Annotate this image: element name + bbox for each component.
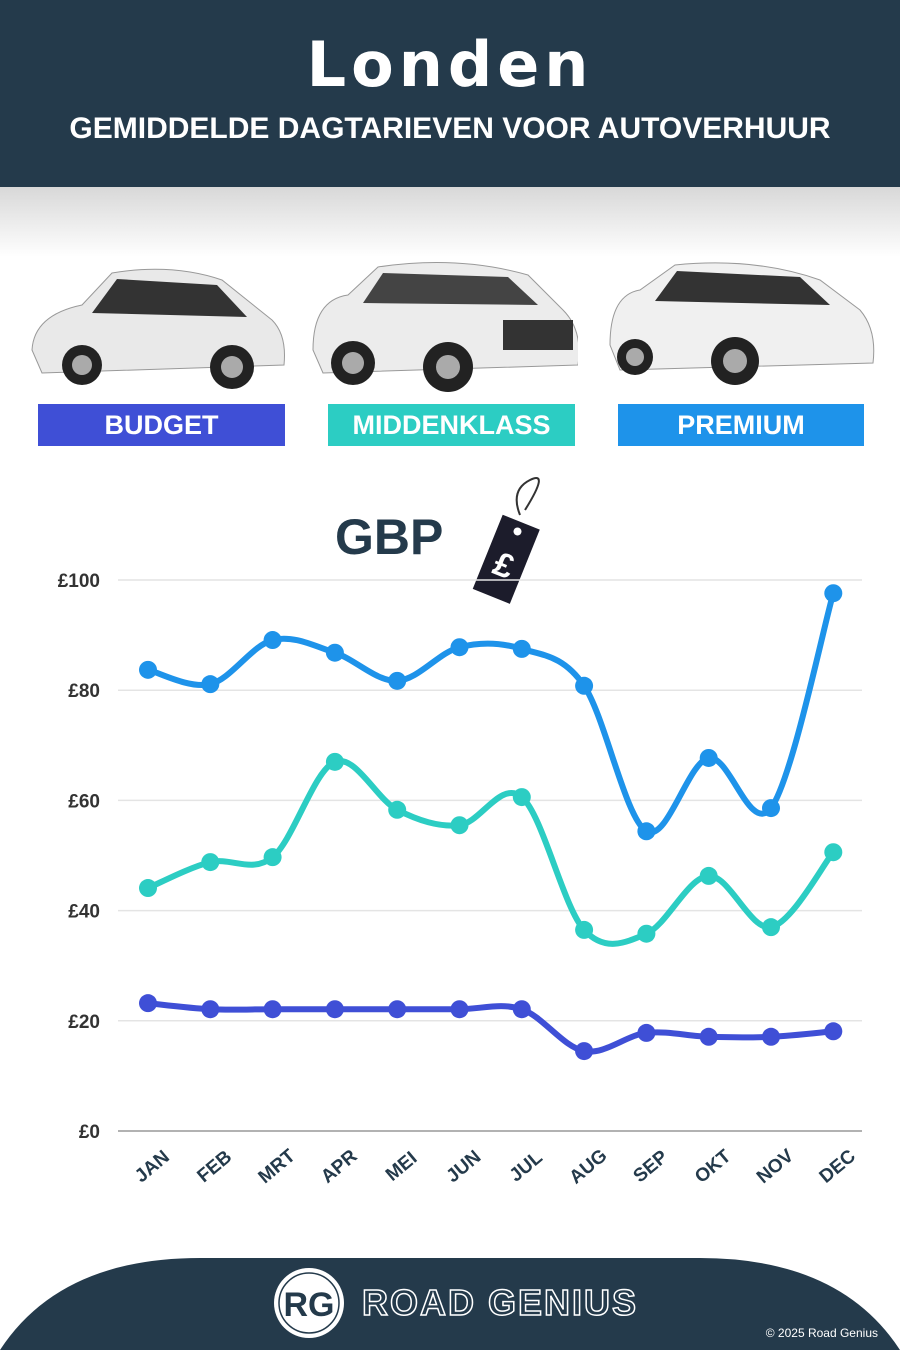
header: Londen GEMIDDELDE DAGTARIEVEN VOOR AUTOV… xyxy=(0,0,900,187)
page-title: Londen xyxy=(306,28,594,101)
x-tick-label: SEP xyxy=(630,1146,673,1187)
footer: RG xyxy=(0,1258,900,1350)
series-line-premium xyxy=(145,590,837,836)
data-point xyxy=(699,866,718,885)
data-point xyxy=(762,1027,780,1046)
x-tick-label: JUL xyxy=(506,1147,547,1186)
data-point xyxy=(139,660,157,679)
y-tick-label: £0 xyxy=(79,1122,100,1143)
data-point xyxy=(325,643,344,662)
data-point xyxy=(325,752,344,771)
line-chart: £0 £20 £40 £60 £80 £100 JAN FEB MRT APR MEI JUN JUL A… xyxy=(58,571,862,1188)
data-point xyxy=(139,994,157,1013)
data-point xyxy=(575,1042,594,1061)
data-point xyxy=(512,639,531,658)
x-tick-label: AUG xyxy=(566,1145,612,1188)
x-tick-label: OKT xyxy=(691,1146,736,1188)
data-point xyxy=(388,800,407,819)
brand-name: ROAD GENIUS xyxy=(361,1281,639,1324)
copyright: © 2025 Road Genius xyxy=(765,1326,878,1340)
data-point xyxy=(512,1000,531,1019)
x-tick-label: JUN xyxy=(443,1147,486,1188)
logo-text: RG xyxy=(284,1286,335,1324)
data-point xyxy=(450,1000,469,1019)
page-subtitle: GEMIDDELDE DAGTARIEVEN VOOR AUTOVERHUUR xyxy=(69,112,831,145)
x-tick-label: FEB xyxy=(193,1147,236,1188)
data-point xyxy=(139,879,157,898)
data-point xyxy=(263,848,282,867)
series-line-budget xyxy=(145,1000,837,1055)
logo-circle xyxy=(274,1268,344,1338)
data-point xyxy=(699,748,718,767)
x-tick-label: MEI xyxy=(382,1148,421,1186)
data-point xyxy=(575,676,594,695)
data-point xyxy=(824,1022,843,1041)
data-point xyxy=(325,1000,344,1019)
data-point xyxy=(450,638,469,657)
data-point xyxy=(637,1023,656,1042)
y-tick-label: £80 xyxy=(68,681,100,702)
x-tick-label: DEC xyxy=(816,1146,860,1188)
data-point xyxy=(450,816,469,835)
data-point xyxy=(637,924,656,943)
data-point xyxy=(824,584,843,603)
x-tick-label: JAN xyxy=(131,1147,174,1188)
data-point xyxy=(201,853,220,872)
header-shadow xyxy=(0,187,900,257)
data-point xyxy=(263,631,282,650)
currency-label: GBP xyxy=(335,509,444,565)
y-tick-label: £20 xyxy=(68,1012,100,1033)
midsize-car-image xyxy=(312,262,578,392)
data-point xyxy=(201,1000,220,1019)
data-point xyxy=(699,1027,718,1046)
series-line-middenklass xyxy=(145,757,837,947)
data-point xyxy=(201,675,220,694)
data-point xyxy=(388,1000,407,1019)
budget-car-image xyxy=(31,268,285,389)
data-point xyxy=(512,788,531,807)
y-tick-label: £60 xyxy=(68,791,100,812)
data-point xyxy=(575,920,594,939)
budget-label: BUDGET xyxy=(38,404,285,446)
data-point xyxy=(263,1000,282,1019)
data-point xyxy=(637,822,656,841)
x-tick-label: NOV xyxy=(753,1145,798,1188)
data-point xyxy=(762,799,780,818)
data-point xyxy=(388,671,407,690)
y-tick-label: £100 xyxy=(58,571,100,592)
data-point xyxy=(824,843,843,862)
x-tick-label: APR xyxy=(317,1146,361,1188)
x-tick-label: MRT xyxy=(255,1145,300,1188)
premium-label: PREMIUM xyxy=(618,404,864,446)
y-tick-label: £40 xyxy=(68,902,100,923)
premium-car-image xyxy=(609,262,875,385)
midsize-label: MIDDENKLASS xyxy=(328,404,575,446)
data-point xyxy=(762,918,780,937)
